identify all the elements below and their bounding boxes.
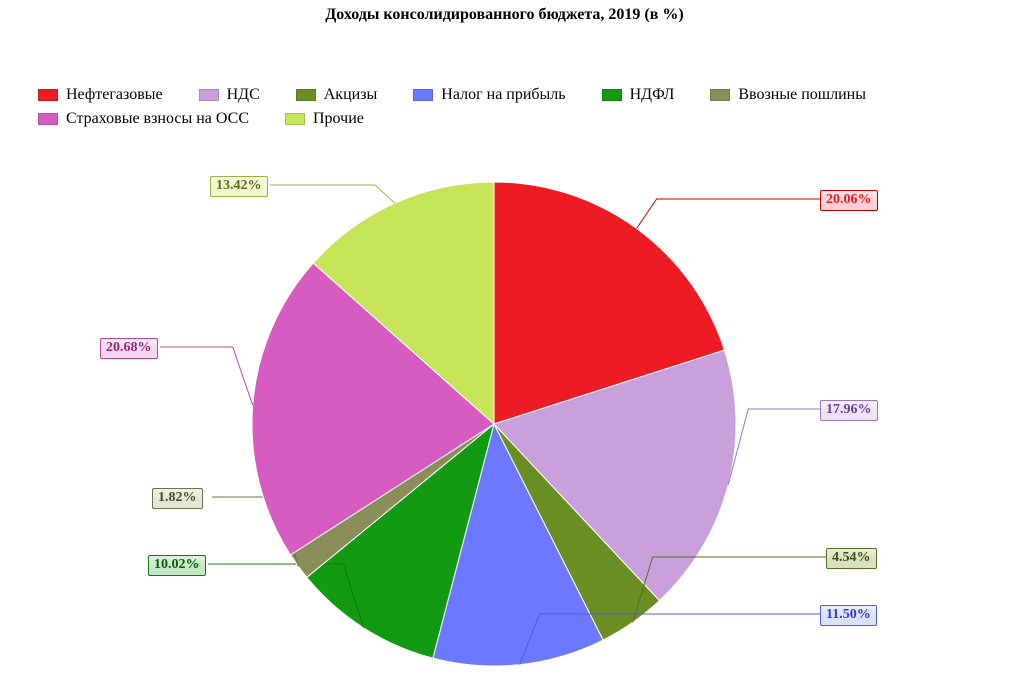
callout-leader — [728, 409, 820, 485]
slice-value-label: 20.68% — [100, 338, 158, 359]
slice-value-label: 13.42% — [210, 176, 268, 197]
callout-leader — [270, 185, 395, 203]
slice-value-label: 1.82% — [152, 488, 203, 509]
callout-leader — [160, 347, 253, 405]
slice-value-label: 11.50% — [820, 605, 877, 626]
callout-leader — [637, 199, 820, 228]
slice-value-label: 17.96% — [820, 400, 878, 421]
slice-value-label: 4.54% — [826, 548, 877, 569]
slice-value-label: 20.06% — [820, 190, 878, 211]
slice-value-label: 10.02% — [148, 555, 206, 576]
